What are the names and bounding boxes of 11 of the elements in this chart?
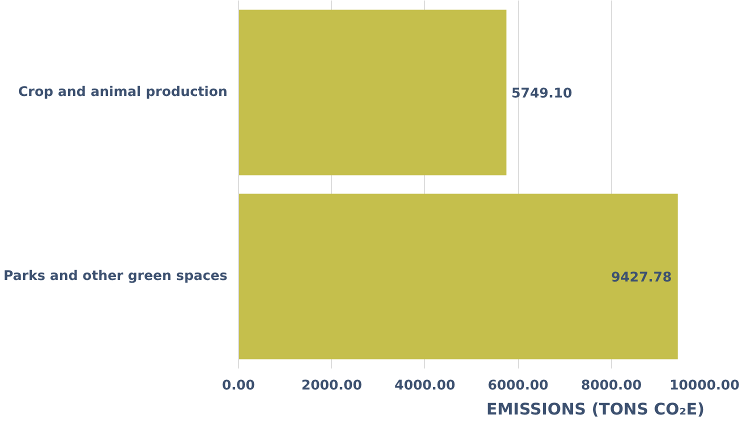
x-tick-label: 10000.00 — [670, 378, 740, 394]
data-label: 5749.10 — [511, 86, 572, 102]
x-tick-label: 8000.00 — [580, 378, 642, 394]
x-tick-label: 4000.00 — [394, 378, 456, 394]
y-tick-label: Crop and animal production — [18, 85, 228, 100]
y-tick-label: Parks and other green spaces — [3, 269, 228, 284]
x-tick-label: 6000.00 — [488, 378, 548, 394]
data-label: 9427.78 — [611, 270, 672, 286]
x-axis-title: EMISSIONS (TONS CO₂E) — [486, 400, 704, 418]
x-tick-label: 0.00 — [222, 378, 255, 394]
x-tick-label: 2000.00 — [301, 378, 362, 394]
